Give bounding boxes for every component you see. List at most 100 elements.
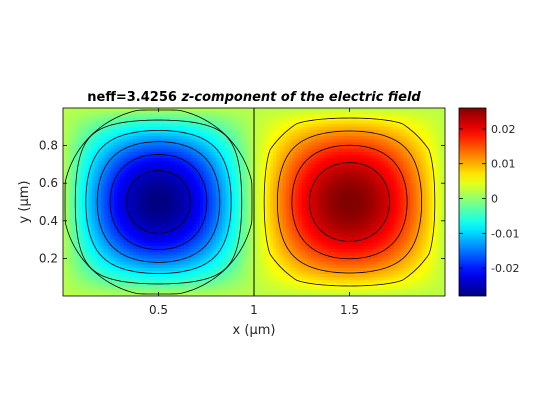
heatmap-cell <box>168 214 172 219</box>
heatmap-cell <box>168 239 172 244</box>
heatmap-cell <box>98 239 102 244</box>
heatmap-cell <box>66 139 70 144</box>
heatmap-cell <box>155 267 160 272</box>
heatmap-cell <box>91 117 96 122</box>
heatmap-cell <box>279 189 284 194</box>
heatmap-cell <box>82 155 86 159</box>
heatmap-cell <box>263 129 268 134</box>
heatmap-cell <box>117 148 121 153</box>
heatmap-cell <box>66 214 70 219</box>
heatmap-cell <box>289 195 293 200</box>
heatmap-cell <box>276 195 281 200</box>
heatmap-cell <box>78 186 83 191</box>
heatmap-cell <box>234 255 239 259</box>
heatmap-cell <box>63 220 67 225</box>
heatmap-cell <box>324 261 328 266</box>
heatmap-cell <box>110 111 115 115</box>
heatmap-cell <box>254 267 258 272</box>
heatmap-cell <box>311 164 316 169</box>
heatmap-cell <box>199 252 204 256</box>
heatmap-cell <box>171 189 176 194</box>
heatmap-cell <box>107 292 112 296</box>
heatmap-cell <box>247 117 252 122</box>
heatmap-cell <box>222 161 226 165</box>
heatmap-cell <box>295 189 300 194</box>
heatmap-cell <box>199 258 204 263</box>
heatmap-cell <box>196 205 201 209</box>
heatmap-cell <box>164 167 169 172</box>
heatmap-cell <box>231 211 236 216</box>
heatmap-cell <box>117 133 121 137</box>
heatmap-cell <box>250 264 255 269</box>
heatmap-cell <box>295 255 300 259</box>
heatmap-cell <box>311 155 316 159</box>
heatmap-cell <box>247 292 252 296</box>
heatmap-cell <box>129 214 134 219</box>
heatmap-cell <box>257 233 261 238</box>
heatmap-cell <box>177 202 182 206</box>
heatmap-cell <box>238 255 242 259</box>
heatmap-cell <box>142 158 147 162</box>
heatmap-cell <box>69 261 74 266</box>
heatmap-cell <box>161 223 166 228</box>
heatmap-cell <box>180 283 185 288</box>
heatmap-cell <box>174 145 179 150</box>
heatmap-cell <box>63 145 67 150</box>
heatmap-cell <box>183 292 188 296</box>
heatmap-cell <box>222 198 226 203</box>
heatmap-cell <box>180 108 185 112</box>
heatmap-cell <box>285 264 290 269</box>
heatmap-cell <box>276 158 281 162</box>
heatmap-cell <box>308 289 312 294</box>
heatmap-cell <box>218 242 223 247</box>
heatmap-cell <box>69 126 74 131</box>
heatmap-cell <box>63 252 67 256</box>
heatmap-cell <box>234 208 239 212</box>
heatmap-cell <box>101 155 105 159</box>
heatmap-cell <box>196 239 201 244</box>
heatmap-cell <box>117 123 121 128</box>
heatmap-cell <box>183 189 188 194</box>
heatmap-cell <box>320 164 325 169</box>
heatmap-cell <box>158 189 163 194</box>
heatmap-cell <box>187 195 191 200</box>
heatmap-cell <box>263 264 268 269</box>
heatmap-cell <box>177 236 182 241</box>
heatmap-cell <box>314 151 319 156</box>
heatmap-cell <box>289 280 293 285</box>
heatmap-cell <box>247 289 252 294</box>
heatmap-cell <box>314 192 319 197</box>
heatmap-cell <box>212 180 217 184</box>
heatmap-cell <box>145 258 150 263</box>
heatmap-cell <box>314 261 319 266</box>
heatmap-cell <box>279 133 284 137</box>
heatmap-cell <box>190 195 195 200</box>
heatmap-cell <box>177 170 182 175</box>
heatmap-cell <box>301 227 306 231</box>
heatmap-cell <box>254 145 258 150</box>
heatmap-cell <box>324 155 328 159</box>
heatmap-cell <box>260 142 265 147</box>
heatmap-cell <box>244 126 249 131</box>
heatmap-cell <box>317 292 322 296</box>
heatmap-cell <box>260 155 265 159</box>
heatmap-cell <box>209 255 214 259</box>
heatmap-cell <box>72 277 77 281</box>
heatmap-cell <box>212 136 217 140</box>
heatmap-cell <box>98 164 102 169</box>
heatmap-cell <box>126 133 131 137</box>
heatmap-cell <box>241 249 246 253</box>
heatmap-cell <box>139 208 144 212</box>
heatmap-cell <box>152 117 156 122</box>
heatmap-cell <box>164 233 169 238</box>
heatmap-cell <box>254 189 258 194</box>
heatmap-cell <box>91 189 96 194</box>
heatmap-cell <box>183 117 188 122</box>
heatmap-cell <box>66 161 70 165</box>
heatmap-cell <box>298 214 303 219</box>
heatmap-cell <box>133 148 137 153</box>
heatmap-cell <box>244 230 249 234</box>
heatmap-cell <box>196 258 201 263</box>
heatmap-cell <box>228 158 233 162</box>
